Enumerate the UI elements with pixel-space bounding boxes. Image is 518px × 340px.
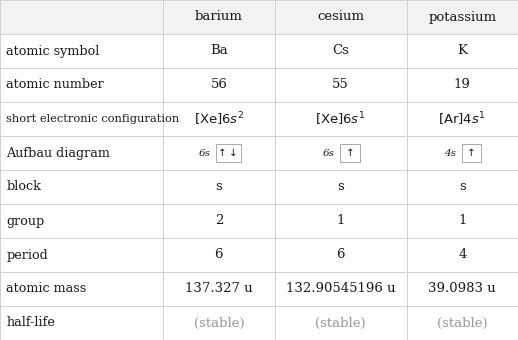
Text: 6s: 6s	[198, 149, 210, 157]
Text: 1: 1	[336, 215, 345, 227]
Text: 6: 6	[214, 249, 223, 261]
Text: 6s: 6s	[323, 149, 335, 157]
Bar	[216, 144, 240, 162]
Text: 1: 1	[458, 215, 467, 227]
Text: ↓: ↓	[229, 148, 238, 158]
Text: Aufbau diagram: Aufbau diagram	[6, 147, 110, 159]
Bar	[0, 170, 518, 204]
Text: potassium: potassium	[428, 11, 496, 23]
Text: short electronic configuration: short electronic configuration	[6, 114, 179, 124]
Text: atomic mass: atomic mass	[6, 283, 87, 295]
Bar	[0, 306, 518, 340]
Text: 39.0983 u: 39.0983 u	[428, 283, 496, 295]
Bar	[0, 34, 518, 68]
Text: 137.327 u: 137.327 u	[185, 283, 253, 295]
Text: 4: 4	[458, 249, 467, 261]
Text: (stable): (stable)	[315, 317, 366, 329]
Text: 19: 19	[454, 79, 471, 91]
Text: Ba: Ba	[210, 45, 228, 57]
Text: block: block	[6, 181, 41, 193]
Text: barium: barium	[195, 11, 243, 23]
Text: s: s	[459, 181, 466, 193]
Text: 4s: 4s	[444, 149, 456, 157]
Text: s: s	[215, 181, 222, 193]
Text: 2: 2	[214, 215, 223, 227]
Bar	[0, 136, 518, 170]
Text: $\mathrm{[Xe]6}\mathit{s}^{2}$: $\mathrm{[Xe]6}\mathit{s}^{2}$	[194, 110, 244, 128]
Text: s: s	[337, 181, 344, 193]
Text: atomic symbol: atomic symbol	[6, 45, 99, 57]
Text: Cs: Cs	[332, 45, 349, 57]
Text: 55: 55	[332, 79, 349, 91]
Bar	[462, 144, 482, 162]
Text: cesium: cesium	[317, 11, 364, 23]
Text: $\mathrm{[Xe]6}\mathit{s}^{1}$: $\mathrm{[Xe]6}\mathit{s}^{1}$	[315, 110, 366, 128]
Text: group: group	[6, 215, 45, 227]
Bar	[0, 68, 518, 102]
Text: atomic number: atomic number	[6, 79, 104, 91]
Bar	[0, 0, 518, 34]
Text: K: K	[457, 45, 467, 57]
Text: $\mathrm{[Ar]4}\mathit{s}^{1}$: $\mathrm{[Ar]4}\mathit{s}^{1}$	[438, 110, 486, 128]
Bar	[0, 204, 518, 238]
Text: ↑: ↑	[218, 148, 227, 158]
Text: 56: 56	[210, 79, 227, 91]
Text: 132.90545196 u: 132.90545196 u	[286, 283, 395, 295]
Bar	[0, 238, 518, 272]
Text: (stable): (stable)	[437, 317, 487, 329]
Text: ↑: ↑	[346, 148, 354, 158]
Text: period: period	[6, 249, 48, 261]
Text: ↑: ↑	[467, 148, 476, 158]
Bar	[0, 272, 518, 306]
Text: 6: 6	[336, 249, 345, 261]
Bar	[340, 144, 360, 162]
Text: half-life: half-life	[6, 317, 55, 329]
Bar	[0, 102, 518, 136]
Text: (stable): (stable)	[194, 317, 244, 329]
